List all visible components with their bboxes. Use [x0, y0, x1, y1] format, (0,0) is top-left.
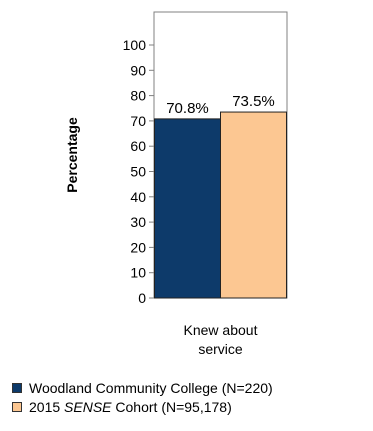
legend-label: 2015 SENSE Cohort (N=95,178)	[29, 398, 232, 415]
bar-chart: 0 10 20 30 40 50 60 70 80 90 100 70.8% 73.5% Percen…	[64, 11, 288, 357]
legend-swatch	[12, 382, 22, 393]
y-tick-label: 60	[130, 138, 146, 154]
bar-series-1	[154, 118, 221, 299]
y-tick-label: 20	[130, 239, 146, 255]
bar-series-2	[220, 111, 287, 299]
y-tick-label: 100	[123, 37, 147, 53]
y-tick-label: 40	[130, 189, 146, 205]
bar-series	[154, 111, 287, 299]
y-axis-ticks: 0 10 20 30 40 50 60 70 80 90 100	[123, 37, 154, 306]
data-label-series-2: 73.5%	[232, 93, 275, 110]
y-axis-title: Percentage	[64, 117, 80, 193]
legend-swatch	[12, 401, 22, 412]
legend-item-1: Woodland Community College (N=220)	[12, 378, 273, 397]
y-tick-label: 30	[130, 214, 146, 230]
legend: Woodland Community College (N=220) 2015 S…	[12, 378, 273, 416]
legend-label: Woodland Community College (N=220)	[29, 379, 273, 396]
y-tick-label: 0	[138, 290, 146, 306]
x-category-label-line: service	[198, 341, 243, 357]
legend-item-2: 2015 SENSE Cohort (N=95,178)	[12, 397, 273, 416]
y-tick-label: 80	[130, 88, 146, 104]
y-tick-label: 10	[130, 265, 146, 281]
x-category-label: Knew about service	[184, 322, 258, 357]
data-label-series-1: 70.8%	[166, 100, 209, 117]
data-labels: 70.8% 73.5%	[166, 93, 275, 117]
y-tick-label: 90	[130, 62, 146, 78]
x-category-label-line: Knew about	[184, 322, 258, 338]
y-tick-label: 70	[130, 113, 146, 129]
y-tick-label: 50	[130, 164, 146, 180]
